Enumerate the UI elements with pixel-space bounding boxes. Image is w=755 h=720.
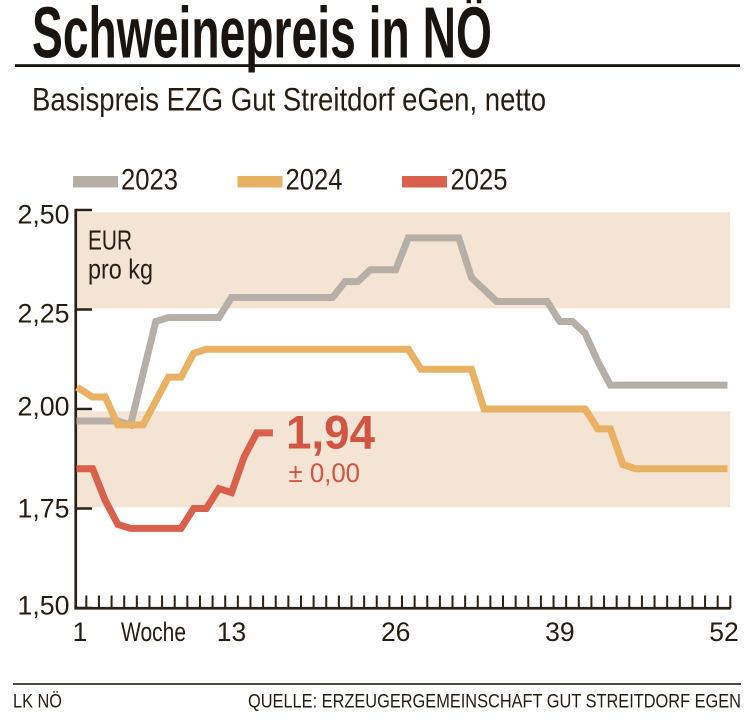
line-2023 [76,234,728,430]
unit-label-line2: pro kg [88,254,153,285]
page-title: Schweinepreis in NÖ [32,0,492,74]
x-tick [716,595,719,608]
x-tick [161,595,164,608]
x-tick [287,595,290,608]
x-tick [438,595,441,608]
x-tick [552,595,555,608]
x-tick [388,595,391,608]
plot-band [77,411,731,508]
x-tick [678,595,681,608]
footer-source-left: LK NÖ [13,691,62,713]
x-tick [249,595,252,608]
line-2024 [75,345,728,473]
x-tick [527,595,530,608]
unit-label-line1: EUR [88,225,132,256]
footer-rule [13,683,741,685]
x-tick [375,595,378,608]
x-tick [186,595,189,608]
chart-subtitle: Basispreis EZG Gut Streitdorf eGen, nett… [32,82,546,118]
footer: LK NÖ QUELLE: ERZEUGERGEMEINSCHAFT GUT S… [13,683,741,713]
x-tick [653,595,656,608]
legend-label-2023: 2023 [121,164,178,197]
x-tick [704,595,707,608]
x-tick-label: 52 [709,617,738,647]
x-tick [401,595,404,608]
y-tick-label: 2,25 [18,299,70,329]
x-tick [337,595,340,608]
x-tick [224,595,227,608]
x-tick [110,595,113,608]
x-tick [603,595,606,608]
annotation-value: 1,94 [286,407,376,460]
line-2025 [76,429,273,532]
x-tick [173,595,176,608]
x-tick [539,595,542,608]
y-axis-line [74,208,78,609]
x-axis-title: Woche [121,617,186,647]
x-tick [489,595,492,608]
legend-swatch-2024 [237,176,283,188]
legend-swatch-2025 [402,176,447,188]
title-rule [15,64,740,67]
annotation-change: ± 0,00 [289,458,361,488]
footer-source-right: QUELLE: ERZEUGERGEMEINSCHAFT GUT STREITD… [248,691,741,713]
x-tick [274,595,277,608]
x-tick [135,595,138,608]
legend: 2023 2024 2025 [73,164,508,197]
x-tick-label: 39 [545,617,574,647]
x-tick [426,595,429,608]
x-tick [577,595,580,608]
x-tick [464,595,467,608]
x-tick [363,595,366,608]
x-tick [85,595,88,608]
x-tick [590,595,593,608]
x-tick [97,595,100,608]
x-tick [476,595,479,608]
x-tick [691,595,694,608]
x-tick-label: 26 [381,617,410,647]
y-tick [76,507,92,510]
y-tick [76,208,92,212]
y-tick-label: 1,50 [18,591,70,621]
x-tick [451,595,454,608]
axes: 2,50 2,25 2,00 1,75 1,501 13 26 39 52 [18,200,739,648]
x-axis-line [74,606,731,610]
y-tick [76,606,92,610]
x-tick [565,595,568,608]
x-tick [148,595,151,608]
x-tick [729,595,732,608]
y-tick [76,407,92,411]
legend-label-2025: 2025 [451,164,508,197]
x-tick-label: 1 [73,617,88,647]
plot-band [77,212,731,309]
y-tick-label: 2,00 [18,392,70,422]
x-tick [628,595,631,608]
x-tick [640,595,643,608]
x-tick [413,595,416,608]
x-tick [666,595,669,608]
x-tick [198,595,201,608]
x-tick [312,595,315,608]
x-tick [615,595,618,608]
x-tick-label: 13 [217,617,246,647]
x-tick [262,595,265,608]
x-tick [299,595,302,608]
legend-swatch-2023 [73,176,118,188]
x-tick [123,595,126,608]
x-tick [502,595,505,608]
latest-value-annotation: 1,94 ± 0,00 [286,407,376,489]
y-tick [76,308,92,311]
x-tick [211,595,214,608]
legend-label-2024: 2024 [286,164,343,197]
data-series [75,234,728,532]
x-tick [514,595,517,608]
y-tick-label: 1,75 [18,494,70,524]
y-tick-label: 2,50 [18,200,70,230]
x-tick [350,595,353,608]
x-tick [325,595,328,608]
x-tick [236,595,239,608]
